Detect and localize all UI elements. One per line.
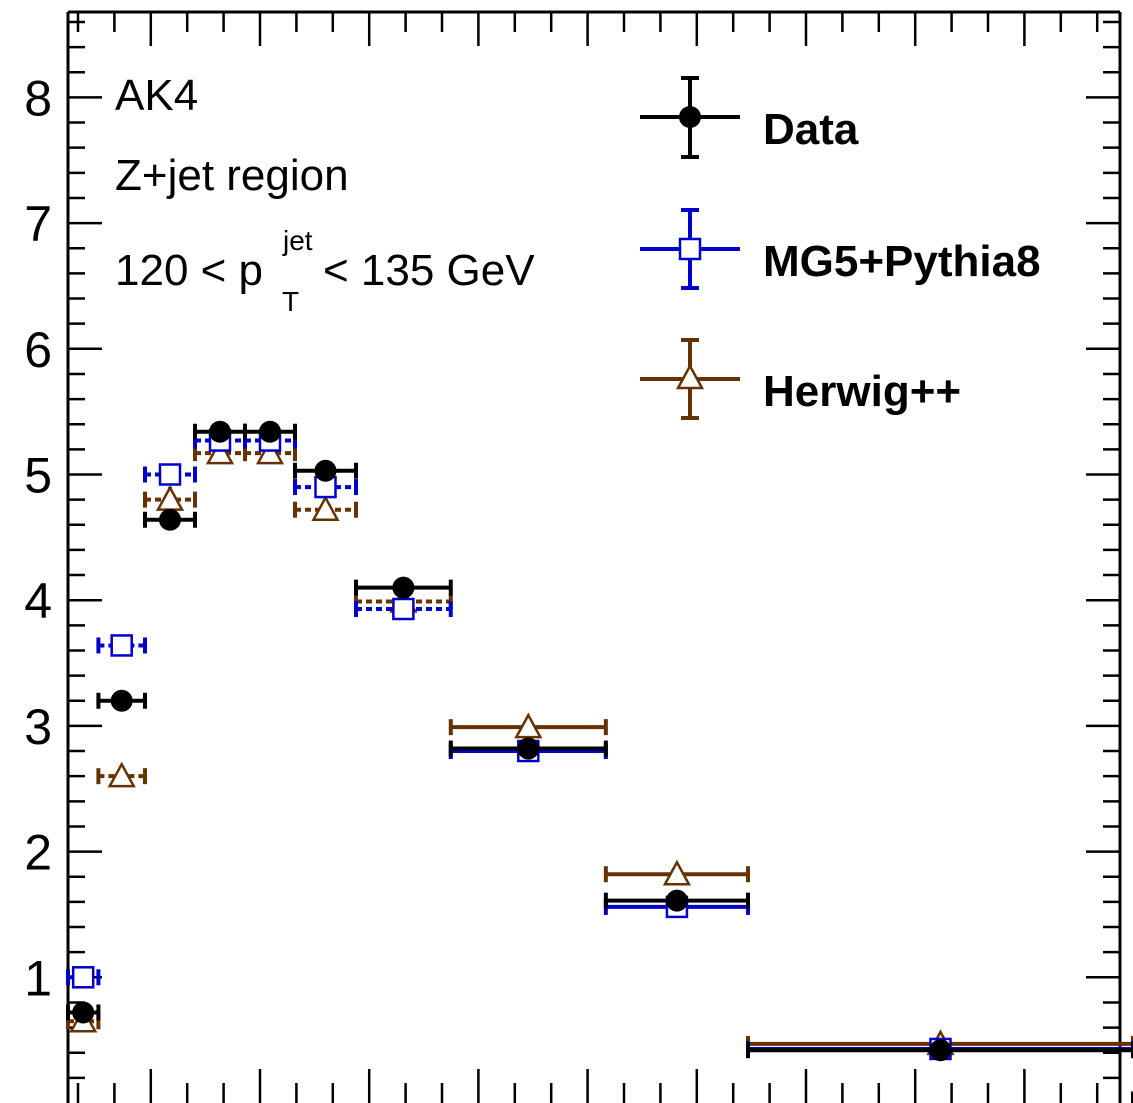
data-points <box>66 420 1133 1103</box>
data-point <box>110 634 133 657</box>
axes-frame <box>66 10 1122 1103</box>
annotation-algo: AK4 <box>115 71 198 120</box>
y-tick-label: 8 <box>24 70 52 126</box>
data-point <box>209 420 231 443</box>
data-point <box>259 420 281 443</box>
legend: Data MG5+Pythia8 Herwig++ <box>640 76 1041 420</box>
data-point <box>392 597 415 621</box>
data-point <box>517 737 540 760</box>
data-point <box>159 508 181 531</box>
annotation-pt-sub: T <box>282 286 299 317</box>
legend-entry-mg5: MG5+Pythia8 <box>640 208 1041 290</box>
y-tick-label: 5 <box>24 448 52 504</box>
annotation-pt-sup: jet <box>282 225 313 256</box>
data-point <box>107 761 136 788</box>
legend-herwig-label: Herwig++ <box>763 367 961 416</box>
data-point <box>392 576 415 599</box>
legend-data-marker <box>679 106 701 128</box>
annotation-text: AK4 Z+jet region 120 < p jet T < 135 GeV <box>115 71 535 317</box>
series-data <box>66 420 1133 1103</box>
data-point <box>314 459 337 482</box>
y-tick-label: 1 <box>24 950 52 1006</box>
y-tick-label: 4 <box>24 573 52 629</box>
data-point <box>665 889 688 912</box>
data-point <box>929 1039 952 1062</box>
y-tick-labels: 1 2 3 4 5 6 7 8 <box>24 70 52 1006</box>
data-point <box>71 966 95 989</box>
annotation-region: Z+jet region <box>115 151 349 200</box>
annotation-pt-range-pre: 120 < p <box>115 246 263 295</box>
data-point <box>72 1001 95 1024</box>
data-point <box>311 495 340 521</box>
axis-ticks <box>68 12 1120 1103</box>
y-tick-label: 7 <box>24 196 52 252</box>
data-point <box>662 859 692 886</box>
legend-herwig-marker <box>675 363 705 390</box>
legend-entry-herwig: Herwig++ <box>640 338 961 420</box>
y-tick-label: 6 <box>24 322 52 378</box>
legend-entry-data: Data <box>640 76 859 159</box>
legend-data-label: Data <box>763 105 859 154</box>
annotation-pt-range-post: < 135 GeV <box>323 246 535 295</box>
y-tick-label: 3 <box>24 699 52 755</box>
data-point <box>110 689 133 712</box>
legend-mg5-marker <box>678 237 702 261</box>
data-point <box>255 438 285 465</box>
legend-mg5-label: MG5+Pythia8 <box>763 237 1041 286</box>
data-point <box>205 438 235 465</box>
data-point <box>514 712 543 739</box>
data-point <box>158 463 182 486</box>
y-tick-label: 2 <box>24 825 52 881</box>
